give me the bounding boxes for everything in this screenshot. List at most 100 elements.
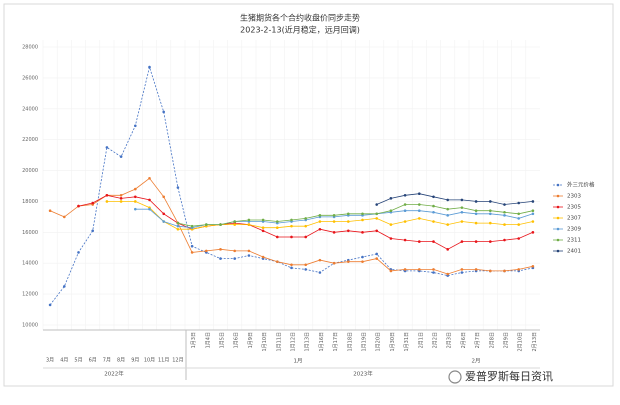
- y-tick-label: 16000: [22, 230, 38, 236]
- data-point: [119, 200, 123, 203]
- data-point: [389, 223, 393, 226]
- data-point: [134, 207, 137, 211]
- data-point: [176, 224, 180, 228]
- x-tick-label: 2月3日: [447, 332, 453, 348]
- data-point: [134, 187, 137, 191]
- data-point: [162, 212, 165, 216]
- data-point: [446, 198, 450, 202]
- legend-label: 外三元价格: [567, 181, 595, 189]
- legend-marker: [556, 227, 560, 231]
- data-point: [190, 224, 194, 228]
- x-tick-label: 6月: [89, 358, 97, 364]
- data-point: [489, 240, 492, 243]
- data-point: [205, 223, 208, 226]
- data-point: [105, 146, 109, 149]
- x-tick-label: 1月3日: [191, 332, 197, 348]
- group-label: 2月: [472, 358, 481, 365]
- data-point: [531, 265, 535, 268]
- data-point: [517, 201, 520, 205]
- y-tick-label: 18000: [22, 199, 38, 205]
- data-point: [233, 223, 236, 226]
- x-tick-label: 8月: [117, 358, 125, 364]
- data-point: [474, 212, 478, 216]
- x-tick-label: 1月18日: [347, 332, 353, 352]
- legend-label: 2401: [567, 249, 581, 255]
- data-point: [460, 240, 464, 243]
- data-point: [318, 220, 322, 223]
- data-point: [290, 218, 293, 222]
- data-point: [460, 271, 464, 274]
- x-tick-label: 1月31日: [404, 332, 410, 352]
- data-point: [304, 235, 308, 239]
- y-tick-label: 24000: [22, 106, 38, 112]
- x-tick-label: 2月2日: [433, 332, 439, 348]
- legend-marker: [556, 194, 560, 198]
- data-point: [474, 268, 478, 271]
- data-point: [503, 238, 506, 242]
- x-tick-label: 1月6日: [234, 332, 240, 348]
- data-point: [403, 203, 407, 206]
- data-point: [318, 227, 322, 231]
- data-point: [332, 261, 336, 265]
- data-point: [148, 65, 151, 69]
- data-point: [361, 260, 364, 263]
- data-point: [219, 257, 222, 260]
- data-point: [375, 229, 379, 233]
- x-tick-label: 4月: [60, 358, 68, 364]
- x-tick-label: 1月11日: [276, 332, 282, 352]
- data-point: [91, 201, 94, 205]
- data-point: [446, 248, 450, 251]
- data-point: [460, 268, 464, 271]
- data-point: [375, 203, 379, 206]
- data-point: [304, 263, 308, 267]
- legend-marker: [556, 183, 560, 187]
- x-tick-label: 11月: [158, 358, 169, 364]
- data-point: [403, 268, 407, 271]
- x-tick-label: 3月: [46, 358, 54, 364]
- data-point: [432, 240, 435, 243]
- data-point: [375, 212, 379, 216]
- x-tick-label: 1月4日: [205, 332, 211, 348]
- data-point: [276, 220, 279, 223]
- x-tick-label: 10月: [144, 358, 155, 364]
- x-tick-label: 2月13日: [532, 332, 538, 352]
- data-point: [474, 221, 478, 225]
- data-point: [489, 269, 492, 273]
- data-point: [375, 217, 379, 220]
- watermark-icon: [448, 370, 462, 384]
- x-tick-label: 2月9日: [504, 332, 510, 348]
- data-point: [460, 210, 464, 214]
- data-point: [474, 240, 478, 243]
- data-point: [233, 257, 236, 260]
- data-point: [361, 255, 364, 259]
- data-point: [261, 255, 265, 259]
- data-point: [517, 217, 520, 220]
- data-point: [190, 251, 194, 254]
- data-point: [119, 155, 123, 158]
- data-point: [432, 195, 435, 199]
- data-point: [446, 214, 450, 217]
- data-point: [134, 200, 137, 203]
- data-point: [105, 193, 109, 197]
- data-point: [190, 244, 194, 248]
- data-point: [162, 220, 165, 223]
- x-tick-label: 1月13日: [305, 332, 311, 352]
- data-point: [446, 223, 450, 226]
- data-point: [418, 240, 421, 243]
- data-point: [261, 226, 265, 229]
- data-point: [361, 231, 364, 234]
- data-point: [205, 249, 208, 253]
- data-point: [489, 209, 492, 213]
- data-point: [77, 251, 80, 254]
- data-point: [63, 215, 66, 219]
- y-tick-label: 10000: [22, 323, 38, 329]
- data-point: [418, 217, 421, 220]
- data-point: [531, 212, 535, 216]
- data-point: [403, 220, 407, 223]
- data-point: [48, 209, 52, 213]
- data-point: [403, 193, 407, 197]
- watermark: 爱普罗斯每日资讯: [448, 369, 553, 384]
- chart-title: 生猪期货各个合约收盘价同步走势: [240, 13, 360, 23]
- x-tick-label: 2月6日: [461, 332, 467, 348]
